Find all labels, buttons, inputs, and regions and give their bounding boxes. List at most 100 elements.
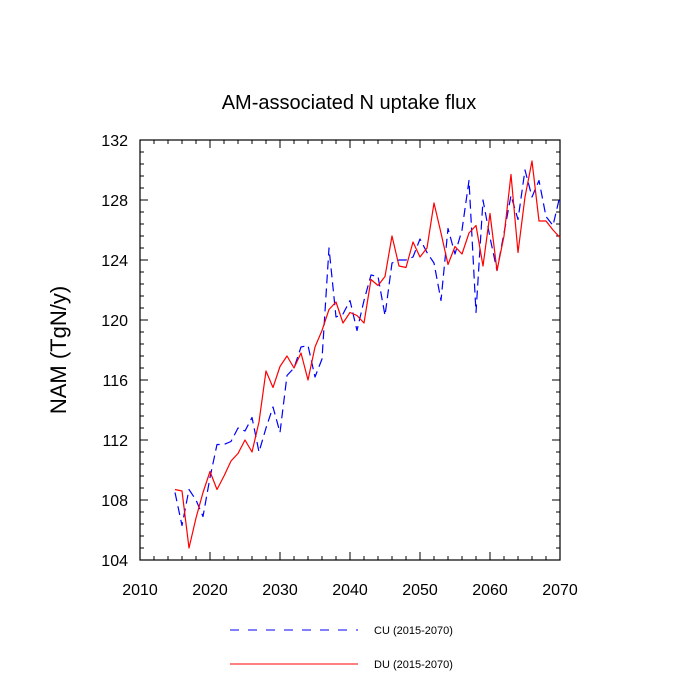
y-axis-label: NAM (TgN/y) bbox=[46, 286, 71, 414]
data-point-du bbox=[468, 232, 471, 235]
data-point-cu bbox=[188, 488, 191, 491]
data-point-du bbox=[552, 229, 555, 232]
data-point-du bbox=[272, 386, 275, 389]
data-point-du bbox=[244, 439, 247, 442]
data-point-du bbox=[482, 265, 485, 268]
data-point-du bbox=[440, 232, 443, 235]
data-point-du bbox=[258, 421, 261, 424]
series-line-du bbox=[174, 160, 561, 549]
data-point-cu bbox=[307, 344, 310, 347]
data-point-cu bbox=[377, 275, 380, 278]
data-point-cu bbox=[335, 316, 338, 319]
data-point-du bbox=[426, 247, 429, 250]
data-point-cu bbox=[475, 311, 478, 314]
y-tick-label: 128 bbox=[101, 193, 128, 210]
data-point-cu bbox=[363, 299, 366, 302]
legend-label-du: DU (2015-2070) bbox=[374, 659, 453, 671]
data-point-cu bbox=[181, 524, 184, 527]
data-point-cu bbox=[286, 374, 289, 377]
data-point-cu bbox=[468, 179, 471, 182]
data-point-du bbox=[398, 265, 401, 268]
data-point-cu bbox=[447, 227, 450, 230]
data-point-du bbox=[314, 346, 317, 349]
data-point-cu bbox=[314, 376, 317, 379]
data-point-cu bbox=[174, 491, 177, 494]
data-point-cu bbox=[545, 215, 548, 218]
data-point-du bbox=[209, 470, 212, 473]
data-point-cu bbox=[517, 218, 520, 221]
data-point-du bbox=[188, 547, 191, 550]
data-point-du bbox=[279, 365, 282, 368]
data-point-cu bbox=[419, 238, 422, 241]
data-point-du bbox=[517, 251, 520, 254]
data-point-du bbox=[293, 367, 296, 370]
data-point-cu bbox=[461, 229, 464, 232]
data-point-du bbox=[496, 269, 499, 272]
x-tick-label: 2040 bbox=[332, 582, 368, 599]
x-tick-label: 2050 bbox=[402, 582, 438, 599]
data-point-du bbox=[300, 352, 303, 355]
data-point-cu bbox=[216, 443, 219, 446]
data-point-cu bbox=[356, 329, 359, 332]
data-point-cu bbox=[552, 224, 555, 227]
data-point-cu bbox=[510, 194, 513, 197]
data-point-du bbox=[251, 451, 254, 454]
y-tick-label: 124 bbox=[101, 253, 128, 270]
data-point-cu bbox=[202, 515, 205, 518]
y-tick-label: 132 bbox=[101, 133, 128, 150]
data-point-du bbox=[349, 311, 352, 314]
plot-area: 2010 2020 2030 2040 2050 2060 2070 104 108 112 116… bbox=[101, 133, 578, 599]
data-point-du bbox=[419, 256, 422, 259]
data-point-cu bbox=[391, 262, 394, 265]
data-point-du bbox=[342, 322, 345, 325]
y-tick-label: 104 bbox=[101, 553, 128, 570]
data-point-du bbox=[181, 490, 184, 493]
data-point-cu bbox=[272, 406, 275, 409]
data-point-du bbox=[433, 202, 436, 205]
data-point-cu bbox=[342, 313, 345, 316]
data-point-du bbox=[223, 475, 226, 478]
data-point-cu bbox=[384, 314, 387, 317]
data-point-du bbox=[475, 224, 478, 227]
data-point-cu bbox=[349, 299, 352, 302]
data-point-du bbox=[265, 370, 268, 373]
data-point-cu bbox=[454, 253, 457, 256]
data-point-cu bbox=[251, 416, 254, 419]
data-point-du bbox=[510, 173, 513, 176]
data-point-cu bbox=[531, 196, 534, 199]
data-point-cu bbox=[405, 259, 408, 262]
data-point-du bbox=[538, 220, 541, 223]
data-point-cu bbox=[559, 194, 562, 197]
x-tick-label: 2020 bbox=[192, 582, 228, 599]
data-point-du bbox=[307, 379, 310, 382]
data-point-cu bbox=[440, 299, 443, 302]
legend: CU (2015-2070) DU (2015-2070) bbox=[230, 625, 453, 671]
data-point-du bbox=[237, 452, 240, 455]
data-point-du bbox=[405, 266, 408, 269]
data-point-cu bbox=[370, 274, 373, 277]
data-point-du bbox=[559, 236, 562, 239]
x-tick-label: 2070 bbox=[542, 582, 578, 599]
data-point-du bbox=[216, 488, 219, 491]
data-point-du bbox=[286, 355, 289, 358]
data-point-du bbox=[503, 235, 506, 238]
data-point-du bbox=[328, 308, 331, 311]
data-point-cu bbox=[195, 499, 198, 502]
data-point-du bbox=[454, 245, 457, 248]
data-point-du bbox=[356, 314, 359, 317]
data-point-cu bbox=[482, 199, 485, 202]
data-point-cu bbox=[230, 440, 233, 443]
chart-title: AM-associated N uptake flux bbox=[222, 92, 477, 114]
data-point-cu bbox=[489, 236, 492, 239]
data-point-cu bbox=[524, 169, 527, 172]
data-point-du bbox=[377, 284, 380, 287]
data-point-du bbox=[412, 241, 415, 244]
data-point-du bbox=[489, 212, 492, 215]
data-point-cu bbox=[321, 358, 324, 361]
data-point-du bbox=[370, 278, 373, 281]
data-point-du bbox=[531, 160, 534, 163]
legend-label-cu: CU (2015-2070) bbox=[374, 625, 453, 637]
series-line-cu bbox=[174, 169, 561, 527]
x-tick-label: 2010 bbox=[122, 582, 158, 599]
